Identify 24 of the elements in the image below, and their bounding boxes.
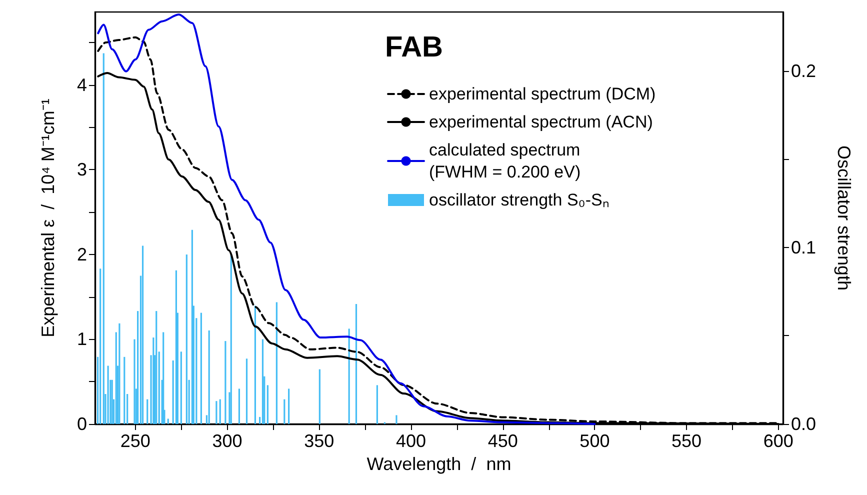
legend-label: oscillator strength S₀-Sₙ bbox=[429, 190, 610, 210]
x-tick-label: 250 bbox=[120, 431, 150, 451]
y2-tick-label: 0.2 bbox=[791, 60, 816, 81]
y-tick-label: 4 bbox=[76, 74, 87, 95]
x-tick-label: 400 bbox=[396, 431, 426, 451]
y-tick-label: 0 bbox=[76, 414, 87, 434]
x-tick-label: 550 bbox=[672, 431, 702, 451]
legend-label: experimental spectrum (ACN) bbox=[429, 112, 653, 132]
x-tick-label: 300 bbox=[212, 431, 242, 451]
x-tick-label: 350 bbox=[304, 431, 334, 451]
y-tick-label: 2 bbox=[76, 244, 87, 264]
y-tick-label: 1 bbox=[76, 329, 87, 350]
x-tick-label: 600 bbox=[763, 431, 794, 451]
y-tick-label: 3 bbox=[76, 160, 87, 180]
y2-tick-label: 0.1 bbox=[791, 237, 816, 258]
x-axis-title: Wavelength / nm bbox=[366, 454, 512, 474]
y2-axis-title: Oscillator strength bbox=[834, 145, 854, 291]
y2-tick-label: 0.0 bbox=[791, 414, 816, 434]
legend-label: calculated spectrum (FWHM = 0.200 eV) bbox=[429, 140, 581, 182]
legend-label: experimental spectrum (DCM) bbox=[429, 84, 656, 104]
x-tick-label: 450 bbox=[488, 431, 518, 451]
y-axis-title: Experimental ε / 10⁴ M⁻¹cm⁻¹ bbox=[38, 98, 58, 338]
x-tick-label: 500 bbox=[580, 431, 610, 451]
text: FAB bbox=[385, 32, 443, 64]
